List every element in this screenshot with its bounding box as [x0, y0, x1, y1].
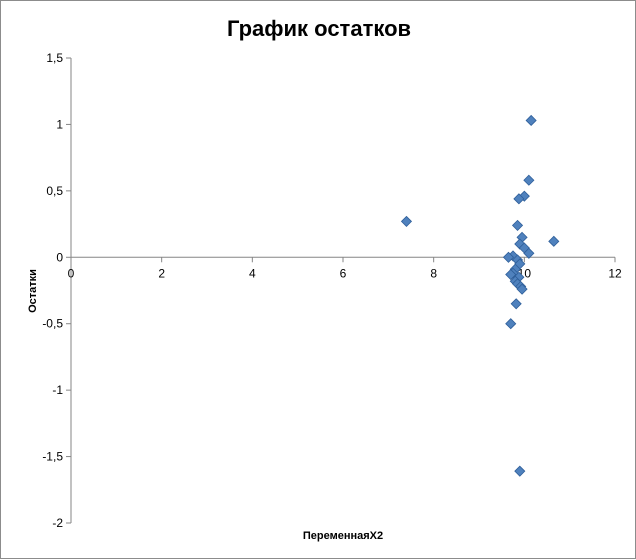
data-point: [505, 318, 517, 330]
axes: [66, 57, 616, 524]
data-point: [516, 283, 528, 295]
x-tick-label: 0: [68, 266, 75, 280]
y-tick-label: 1: [56, 117, 63, 131]
data-points: [400, 114, 560, 477]
x-tick-label: 2: [158, 266, 165, 280]
data-point: [502, 251, 515, 263]
data-point: [523, 247, 535, 259]
x-axis-label: ПеременнаяX2: [303, 530, 383, 542]
x-tick-label: 12: [608, 266, 622, 280]
y-tick-label: -1: [52, 383, 63, 397]
x-tick-label: 8: [430, 266, 437, 280]
data-point: [548, 235, 560, 247]
chart-title: График остатков: [227, 16, 411, 41]
y-tick-label: -1,5: [42, 450, 63, 464]
data-point: [400, 215, 413, 227]
y-tick-label: 0,5: [46, 184, 63, 198]
y-tick-label: 0: [56, 250, 63, 264]
y-axis-label: Остатки: [27, 269, 39, 313]
tick-labels: -2-1,5-1-0,500,511,50 2 4 6 8 10 12: [42, 51, 622, 530]
y-tick-label: -0,5: [42, 317, 63, 331]
x-tick-label: 4: [249, 266, 256, 280]
data-point: [525, 114, 537, 127]
x-tick-label: 6: [340, 266, 347, 280]
data-point: [505, 268, 517, 281]
data-point: [510, 298, 522, 310]
data-point: [514, 465, 526, 477]
data-point: [523, 174, 535, 186]
data-point: [511, 219, 524, 231]
data-point: [513, 193, 525, 205]
y-tick-label: -2: [52, 516, 63, 530]
y-tick-label: 1,5: [46, 51, 63, 65]
